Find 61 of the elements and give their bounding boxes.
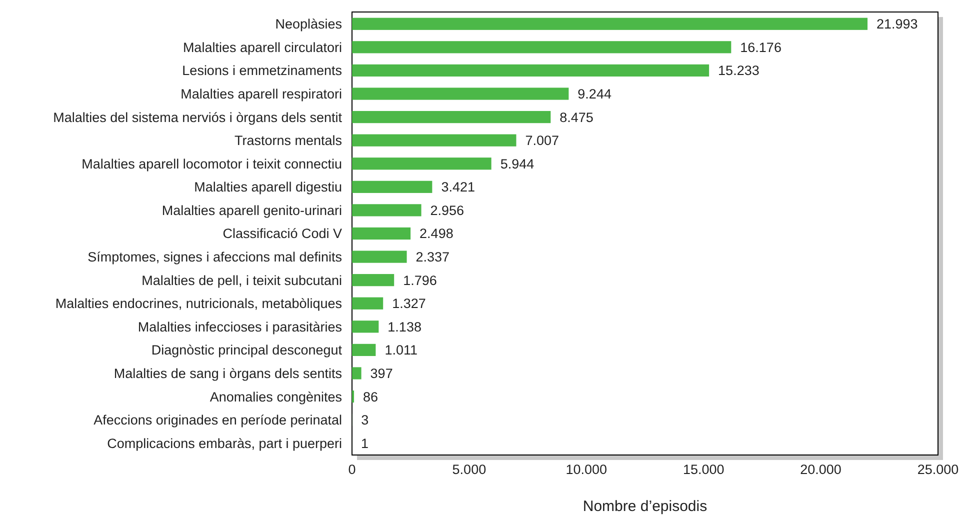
y-tick-label: Malalties endocrines, nutricionals, metabòliques bbox=[55, 296, 342, 312]
data-label: 21.993 bbox=[876, 16, 918, 32]
y-tick-label: Classificació Codi V bbox=[222, 226, 342, 242]
data-label: 3.421 bbox=[441, 180, 475, 195]
bar bbox=[352, 88, 569, 100]
y-tick-label: Diagnòstic principal desconegut bbox=[151, 342, 342, 358]
data-label: 2.956 bbox=[430, 202, 464, 218]
y-tick-label: Complicacions embaràs, part i puerperi bbox=[107, 436, 342, 451]
data-label: 1.796 bbox=[403, 272, 437, 288]
x-tick-label: 0 bbox=[348, 462, 356, 477]
x-tick-label: 15.000 bbox=[682, 462, 724, 477]
y-tick-label: Malalties infeccioses i parasitàries bbox=[138, 319, 342, 334]
data-label: 1.327 bbox=[392, 296, 426, 312]
bar bbox=[352, 367, 362, 380]
x-tick-label: 5.000 bbox=[452, 462, 486, 477]
bar bbox=[352, 320, 379, 333]
data-label: 7.007 bbox=[525, 133, 560, 148]
y-tick-label: Malalties aparell respiratori bbox=[180, 86, 342, 102]
y-tick-label: Malalties aparell locomotor i teixit connectiu bbox=[82, 156, 342, 172]
x-tick-label: 20.000 bbox=[800, 462, 842, 477]
bar bbox=[352, 274, 394, 286]
y-tick-label: Neoplàsies bbox=[275, 16, 342, 32]
x-axis-title: Nombre d’episodis bbox=[582, 498, 708, 515]
x-tick-label: 25.000 bbox=[917, 462, 959, 477]
bar bbox=[352, 250, 407, 263]
data-label: 397 bbox=[370, 366, 393, 381]
data-label: 86 bbox=[363, 389, 378, 404]
y-tick-label: Malalties de pell, i teixit subcutani bbox=[142, 272, 342, 288]
y-tick-label: Anomalies congènites bbox=[210, 389, 342, 404]
data-label: 3 bbox=[361, 412, 369, 428]
bar bbox=[352, 344, 376, 356]
y-tick-label: Malalties de sang i òrgans dels sentits bbox=[114, 366, 342, 381]
y-tick-label: Lesions i emmetzinaments bbox=[182, 63, 342, 78]
y-tick-label: Malalties aparell genito-urinari bbox=[162, 202, 342, 218]
data-label: 5.944 bbox=[500, 156, 535, 172]
bar bbox=[352, 18, 868, 30]
y-tick-label: Afeccions originades en període perinatal bbox=[94, 412, 342, 428]
data-label: 2.337 bbox=[416, 250, 450, 265]
data-label: 8.475 bbox=[560, 110, 594, 125]
y-tick-label: Trastorns mentals bbox=[234, 133, 342, 148]
data-label: 1 bbox=[361, 436, 369, 451]
bar bbox=[352, 180, 432, 193]
bar bbox=[352, 134, 516, 146]
data-label: 16.176 bbox=[740, 40, 782, 55]
data-label: 2.498 bbox=[420, 226, 454, 242]
bar bbox=[352, 158, 492, 170]
y-tick-label: Símptomes, signes i afeccions mal definits bbox=[88, 250, 342, 265]
data-label: 1.011 bbox=[384, 342, 418, 358]
data-label: 1.138 bbox=[388, 319, 422, 334]
bar bbox=[352, 110, 551, 124]
bar bbox=[352, 297, 384, 310]
y-tick-label: Malalties aparell digestiu bbox=[194, 180, 342, 195]
data-label: 15.233 bbox=[718, 63, 760, 78]
bar bbox=[352, 204, 422, 216]
data-label: 9.244 bbox=[578, 86, 612, 102]
x-tick-label: 10.000 bbox=[566, 462, 608, 477]
y-tick-label: Malalties del sistema nerviós i òrgans dels sentit bbox=[53, 110, 342, 125]
bar bbox=[352, 64, 710, 77]
y-tick-label: Malalties aparell circulatori bbox=[182, 40, 342, 55]
bar bbox=[352, 227, 411, 240]
bar bbox=[352, 41, 732, 54]
